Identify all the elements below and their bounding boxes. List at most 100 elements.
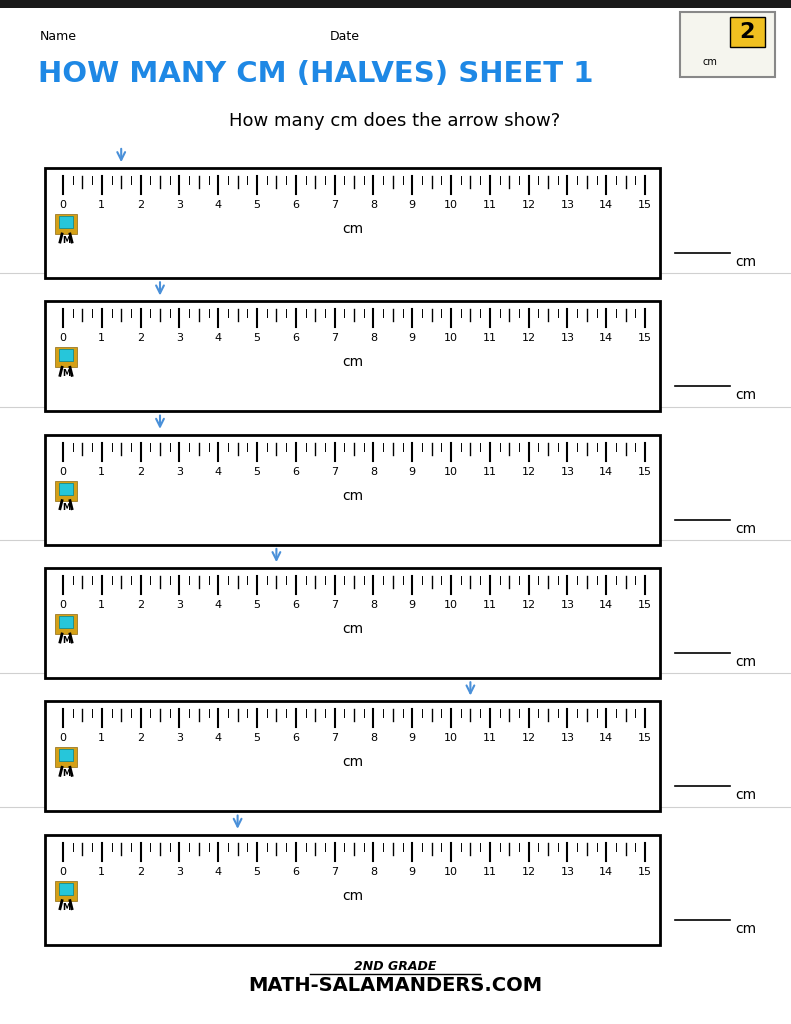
- Text: 0: 0: [59, 467, 66, 476]
- Text: 8: 8: [370, 866, 377, 877]
- Bar: [55, 748, 77, 767]
- Text: 3: 3: [176, 467, 183, 476]
- Text: 7: 7: [331, 467, 339, 476]
- Text: 13: 13: [560, 200, 574, 210]
- Bar: [45, 434, 660, 545]
- Text: 1: 1: [98, 866, 105, 877]
- Text: 14: 14: [599, 467, 613, 476]
- Text: 12: 12: [521, 200, 536, 210]
- Text: 13: 13: [560, 866, 574, 877]
- Bar: [59, 216, 73, 228]
- Text: 11: 11: [483, 334, 497, 343]
- Text: 0: 0: [59, 866, 66, 877]
- Text: 10: 10: [444, 334, 458, 343]
- Text: cm: cm: [342, 488, 363, 503]
- Text: 2: 2: [740, 22, 755, 42]
- Text: 3: 3: [176, 733, 183, 743]
- Bar: [45, 168, 660, 278]
- Text: 9: 9: [409, 733, 416, 743]
- Bar: [55, 614, 77, 634]
- Text: 11: 11: [483, 200, 497, 210]
- Bar: [45, 701, 660, 811]
- FancyBboxPatch shape: [730, 17, 765, 47]
- Text: 9: 9: [409, 334, 416, 343]
- Text: 11: 11: [483, 600, 497, 610]
- Text: 0: 0: [59, 200, 66, 210]
- Bar: [45, 568, 660, 678]
- Text: 6: 6: [293, 334, 299, 343]
- Text: cm: cm: [342, 222, 363, 236]
- Text: HOW MANY CM (HALVES) SHEET 1: HOW MANY CM (HALVES) SHEET 1: [38, 60, 593, 88]
- Text: 7: 7: [331, 600, 339, 610]
- Text: 1: 1: [98, 200, 105, 210]
- Text: cm: cm: [735, 521, 756, 536]
- Bar: [45, 301, 660, 412]
- Text: 5: 5: [253, 200, 260, 210]
- Text: 14: 14: [599, 600, 613, 610]
- Text: 14: 14: [599, 200, 613, 210]
- Text: 5: 5: [253, 334, 260, 343]
- Text: 1: 1: [98, 733, 105, 743]
- Text: 2: 2: [137, 866, 144, 877]
- Text: 14: 14: [599, 733, 613, 743]
- Text: 15: 15: [638, 733, 652, 743]
- Text: 11: 11: [483, 467, 497, 476]
- Text: 15: 15: [638, 600, 652, 610]
- Text: 14: 14: [599, 866, 613, 877]
- Text: 1: 1: [98, 600, 105, 610]
- Bar: [59, 349, 73, 361]
- Text: cm: cm: [702, 57, 717, 67]
- Text: M: M: [62, 370, 70, 378]
- Text: 13: 13: [560, 733, 574, 743]
- Text: 13: 13: [560, 334, 574, 343]
- Bar: [55, 480, 77, 501]
- Text: cm: cm: [735, 255, 756, 269]
- Text: 9: 9: [409, 200, 416, 210]
- Text: 7: 7: [331, 200, 339, 210]
- Text: 2: 2: [137, 733, 144, 743]
- Text: cm: cm: [342, 889, 363, 903]
- Text: 7: 7: [331, 866, 339, 877]
- Text: 9: 9: [409, 600, 416, 610]
- Text: cm: cm: [735, 788, 756, 803]
- Bar: [0, 0, 791, 8]
- Text: 10: 10: [444, 866, 458, 877]
- FancyBboxPatch shape: [680, 12, 775, 77]
- Text: 2: 2: [137, 600, 144, 610]
- Text: 4: 4: [214, 334, 221, 343]
- Text: How many cm does the arrow show?: How many cm does the arrow show?: [229, 112, 561, 130]
- Text: 11: 11: [483, 866, 497, 877]
- Text: 15: 15: [638, 467, 652, 476]
- Text: 1: 1: [98, 334, 105, 343]
- Text: 10: 10: [444, 733, 458, 743]
- Text: 5: 5: [253, 467, 260, 476]
- Text: 5: 5: [253, 600, 260, 610]
- Text: 2: 2: [137, 467, 144, 476]
- Text: 12: 12: [521, 866, 536, 877]
- Bar: [59, 616, 73, 628]
- Text: 4: 4: [214, 467, 221, 476]
- Text: 4: 4: [214, 866, 221, 877]
- Text: 0: 0: [59, 733, 66, 743]
- Text: 12: 12: [521, 600, 536, 610]
- Text: 3: 3: [176, 600, 183, 610]
- Text: 15: 15: [638, 866, 652, 877]
- Text: cm: cm: [735, 922, 756, 936]
- Text: 8: 8: [370, 200, 377, 210]
- Text: 1: 1: [98, 467, 105, 476]
- Text: Name: Name: [40, 30, 77, 43]
- Text: 7: 7: [331, 334, 339, 343]
- Bar: [45, 835, 660, 945]
- Text: M: M: [62, 236, 70, 245]
- Text: Date: Date: [330, 30, 360, 43]
- Text: MATH-SALAMANDERS.COM: MATH-SALAMANDERS.COM: [248, 976, 542, 995]
- Bar: [59, 750, 73, 761]
- Text: M: M: [62, 769, 70, 778]
- Text: 10: 10: [444, 200, 458, 210]
- Text: 7: 7: [331, 733, 339, 743]
- Text: 15: 15: [638, 200, 652, 210]
- Text: 0: 0: [59, 334, 66, 343]
- Text: 12: 12: [521, 334, 536, 343]
- Bar: [59, 482, 73, 495]
- Text: 8: 8: [370, 467, 377, 476]
